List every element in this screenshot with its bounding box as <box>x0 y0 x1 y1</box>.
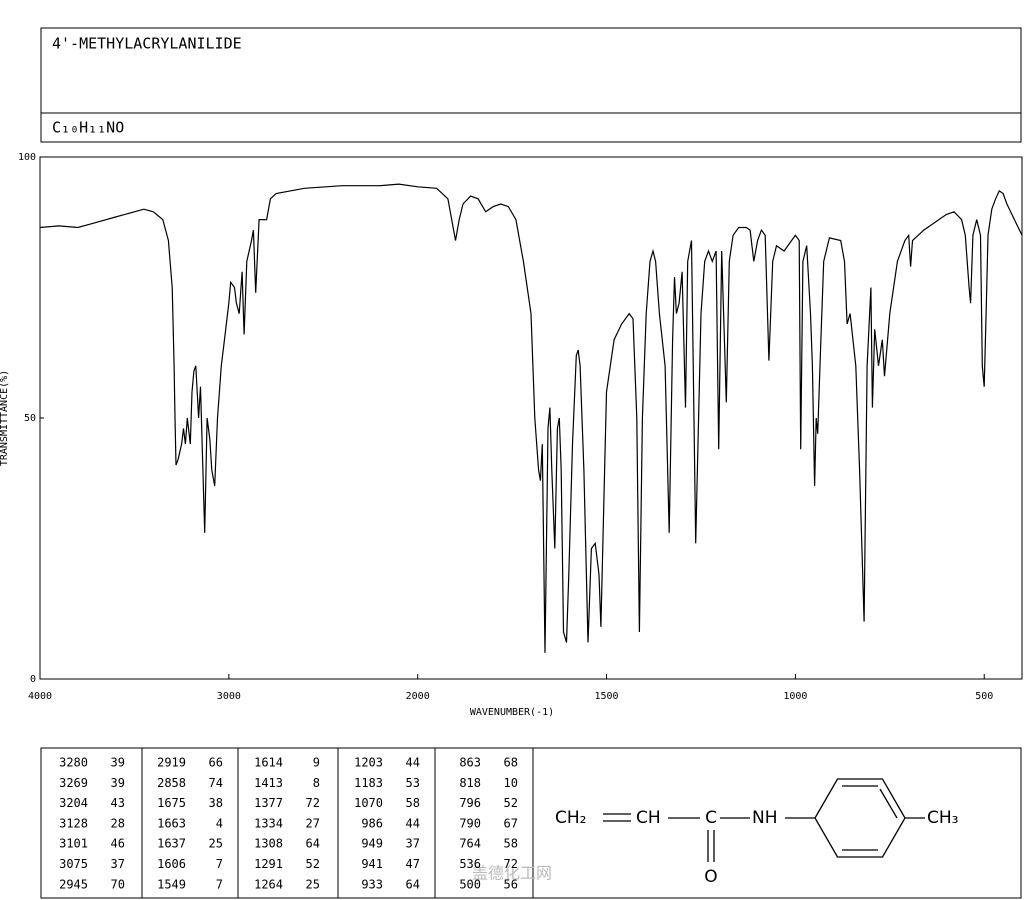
peak-transmittance: 53 <box>406 776 420 790</box>
peak-transmittance: 25 <box>306 877 320 891</box>
peak-wavenumber: 1675 <box>157 796 186 810</box>
peak-transmittance: 44 <box>406 816 420 830</box>
y-tick-label: 50 <box>24 413 36 424</box>
peak-wavenumber: 949 <box>361 837 383 851</box>
peak-wavenumber: 1203 <box>354 756 383 770</box>
structure-label: NH <box>752 808 778 828</box>
x-axis-label: WAVENUMBER(-1) <box>470 707 554 718</box>
peak-wavenumber: 1377 <box>254 796 283 810</box>
structure-label: C <box>705 808 717 828</box>
peak-wavenumber: 2858 <box>157 776 186 790</box>
peak-wavenumber: 818 <box>459 776 481 790</box>
peak-wavenumber: 2919 <box>157 756 186 770</box>
peak-transmittance: 44 <box>406 756 420 770</box>
x-tick-label: 2000 <box>406 691 430 702</box>
peak-wavenumber: 986 <box>361 816 383 830</box>
peak-transmittance: 52 <box>306 857 320 871</box>
structure-label: CH₃ <box>927 808 958 828</box>
peak-transmittance: 39 <box>111 756 125 770</box>
table-dividers <box>141 748 534 898</box>
peak-wavenumber: 1264 <box>254 877 283 891</box>
peak-wavenumber: 941 <box>361 857 383 871</box>
peak-transmittance: 25 <box>209 837 223 851</box>
peak-transmittance: 52 <box>504 796 518 810</box>
peak-wavenumber: 1308 <box>254 837 283 851</box>
peak-transmittance: 9 <box>313 756 320 770</box>
peak-wavenumber: 1614 <box>254 756 283 770</box>
peak-transmittance: 56 <box>504 877 518 891</box>
peak-wavenumber: 1070 <box>354 796 383 810</box>
peak-wavenumber: 1637 <box>157 837 186 851</box>
peak-transmittance: 43 <box>111 796 125 810</box>
structure-bonds <box>603 778 925 862</box>
structure-label: CH <box>636 808 661 828</box>
peak-wavenumber: 1334 <box>254 816 283 830</box>
peak-wavenumber: 1413 <box>254 776 283 790</box>
x-tick-label: 3000 <box>217 691 241 702</box>
peak-transmittance: 38 <box>209 796 223 810</box>
y-axis-label: TRANSMITTANCE(%) <box>0 370 10 466</box>
peak-transmittance: 7 <box>216 877 223 891</box>
formula: C₁₀H₁₁NO <box>52 119 124 137</box>
peak-transmittance: 72 <box>504 857 518 871</box>
peak-transmittance: 64 <box>306 837 320 851</box>
peak-transmittance: 47 <box>406 857 420 871</box>
structure-label: O <box>704 867 717 887</box>
peak-wavenumber: 1663 <box>157 816 186 830</box>
peak-transmittance: 74 <box>209 776 223 790</box>
peak-wavenumber: 3075 <box>59 857 88 871</box>
peak-wavenumber: 1183 <box>354 776 383 790</box>
peak-wavenumber: 764 <box>459 837 481 851</box>
peak-transmittance: 66 <box>209 756 223 770</box>
x-tick-label: 1500 <box>594 691 618 702</box>
peak-wavenumber: 863 <box>459 756 481 770</box>
peak-transmittance: 7 <box>216 857 223 871</box>
peak-transmittance: 8 <box>313 776 320 790</box>
peak-transmittance: 64 <box>406 877 420 891</box>
structure-label: CH₂ <box>555 808 586 828</box>
peak-transmittance: 37 <box>406 837 420 851</box>
peak-transmittance: 28 <box>111 816 125 830</box>
peak-transmittance: 39 <box>111 776 125 790</box>
peak-transmittance: 58 <box>504 837 518 851</box>
peak-transmittance: 37 <box>111 857 125 871</box>
peak-wavenumber: 1606 <box>157 857 186 871</box>
peak-transmittance: 67 <box>504 816 518 830</box>
y-tick-label: 100 <box>18 152 36 163</box>
peak-wavenumber: 536 <box>459 857 481 871</box>
peak-transmittance: 4 <box>216 816 223 830</box>
x-tick-label: 500 <box>975 691 993 702</box>
peak-transmittance: 68 <box>504 756 518 770</box>
peak-wavenumber: 3204 <box>59 796 88 810</box>
peak-transmittance: 27 <box>306 816 320 830</box>
peak-table-box <box>40 747 1022 899</box>
peak-wavenumber: 3101 <box>59 837 88 851</box>
peak-transmittance: 46 <box>111 837 125 851</box>
peak-wavenumber: 796 <box>459 796 481 810</box>
spectrum-line <box>39 183 1023 653</box>
peak-transmittance: 72 <box>306 796 320 810</box>
compound-name: 4'-METHYLACRYLANILIDE <box>52 35 242 53</box>
peak-wavenumber: 3280 <box>59 756 88 770</box>
peak-wavenumber: 3269 <box>59 776 88 790</box>
peak-wavenumber: 3128 <box>59 816 88 830</box>
peak-wavenumber: 500 <box>459 877 481 891</box>
header-box <box>40 27 1022 143</box>
peak-transmittance: 58 <box>406 796 420 810</box>
peak-wavenumber: 2945 <box>59 877 88 891</box>
x-tick-label: 4000 <box>28 691 52 702</box>
x-tick-label: 1000 <box>783 691 807 702</box>
y-tick-label: 0 <box>30 674 36 685</box>
peak-wavenumber: 1549 <box>157 877 186 891</box>
peak-wavenumber: 933 <box>361 877 383 891</box>
peak-wavenumber: 1291 <box>254 857 283 871</box>
watermark: 盖德化工网 <box>472 864 552 883</box>
peak-transmittance: 10 <box>504 776 518 790</box>
peak-transmittance: 70 <box>111 877 125 891</box>
peak-wavenumber: 790 <box>459 816 481 830</box>
